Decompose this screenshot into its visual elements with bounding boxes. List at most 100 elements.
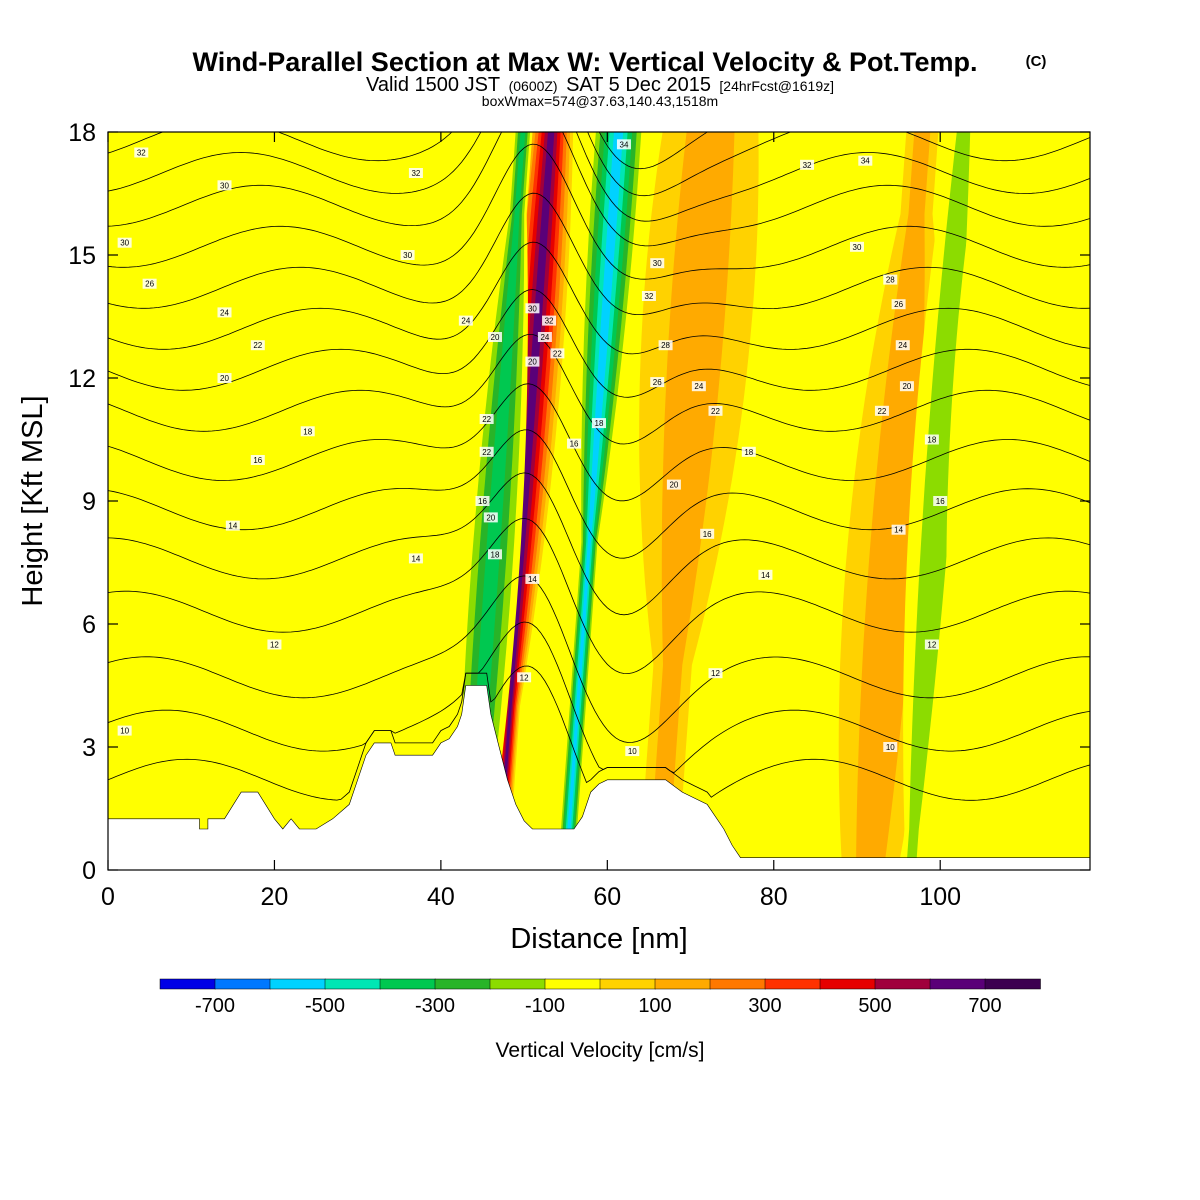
colorbar-swatch xyxy=(819,978,876,990)
svg-text:24: 24 xyxy=(461,317,470,326)
svg-text:12: 12 xyxy=(270,641,279,650)
colorbar: -700 -500 -300 -100 100 300 500 700 xyxy=(159,978,1041,1017)
theta-contour-label: 22 xyxy=(479,446,494,457)
y-tick-label: 3 xyxy=(82,734,96,762)
svg-text:18: 18 xyxy=(491,550,500,559)
theta-contour-label: 30 xyxy=(849,241,864,252)
colorbar-tick-label: 700 xyxy=(968,995,1001,1017)
x-tick-label: 100 xyxy=(919,883,961,911)
x-tick-label: 80 xyxy=(760,883,788,911)
chart-title: Wind-Parallel Section at Max W: Vertical… xyxy=(193,47,978,77)
theta-contour-30 xyxy=(108,143,1090,280)
theta-contour-label: 30 xyxy=(217,180,232,191)
svg-text:32: 32 xyxy=(411,169,420,178)
svg-text:28: 28 xyxy=(661,341,670,350)
theta-contour-label: 14 xyxy=(225,520,240,531)
theta-contour-label: 22 xyxy=(250,340,265,351)
svg-text:26: 26 xyxy=(653,378,662,387)
theta-contour-label: 32 xyxy=(542,315,557,326)
y-axis-label: Height [Kft MSL] xyxy=(17,395,49,606)
svg-text:18: 18 xyxy=(744,448,753,457)
theta-contour-label: 28 xyxy=(658,340,673,351)
w-shade-band xyxy=(942,132,1034,870)
theta-contour-label: 32 xyxy=(641,291,656,301)
theta-contour-label: 18 xyxy=(487,549,502,560)
theta-contour-label: 12 xyxy=(267,639,282,650)
theta-contour-label: 20 xyxy=(483,512,498,523)
theta-contour-label: 10 xyxy=(883,742,898,752)
svg-text:16: 16 xyxy=(703,530,712,539)
svg-text:10: 10 xyxy=(886,743,895,752)
theta-contour-label: 20 xyxy=(525,356,540,367)
colorbar-tick-label: 300 xyxy=(748,995,781,1017)
theta-contour-label: 20 xyxy=(899,381,914,392)
colorbar-tick-label: 100 xyxy=(638,995,671,1017)
valid-date: SAT 5 Dec 2015 xyxy=(566,74,711,96)
colorbar-tick-label: 500 xyxy=(858,995,891,1017)
theta-contour-label: 22 xyxy=(479,414,494,424)
theta-contour-label: 24 xyxy=(895,340,910,351)
theta-contour-label: 24 xyxy=(691,381,706,392)
svg-text:14: 14 xyxy=(528,575,537,584)
theta-contour-12 xyxy=(108,575,1090,743)
plot-area: 10 12 14 14 16 18 20 22 24 26 30 30 32 32 30 24 20 22 22 16… xyxy=(108,132,1090,870)
theta-contour-label: 30 xyxy=(650,258,665,269)
theta-contour-label: 16 xyxy=(933,496,948,506)
theta-contour-label: 12 xyxy=(517,672,532,683)
valid-time-utc: (0600Z) xyxy=(509,78,558,94)
theta-contour-label: 14 xyxy=(525,573,540,584)
svg-text:30: 30 xyxy=(528,304,537,313)
theta-contour-label: 14 xyxy=(758,569,773,580)
svg-text:30: 30 xyxy=(220,181,229,190)
y-tick-label: 9 xyxy=(82,488,96,516)
theta-contour-26 xyxy=(108,241,1090,355)
theta-contour-18 xyxy=(108,429,1090,559)
x-tick-label: 20 xyxy=(261,883,289,911)
colorbar-swatch xyxy=(599,978,656,990)
colorbar-swatch xyxy=(929,978,986,990)
x-tick-label: 60 xyxy=(593,883,621,911)
theta-contour-label: 20 xyxy=(217,373,232,383)
theta-contour-label: 18 xyxy=(300,426,315,437)
theta-contour-label: 32 xyxy=(408,168,423,178)
theta-contour-label: 34 xyxy=(616,139,631,150)
svg-text:12: 12 xyxy=(520,673,529,682)
svg-text:24: 24 xyxy=(694,382,703,391)
theta-contour-label: 18 xyxy=(592,418,606,429)
svg-text:20: 20 xyxy=(491,333,500,342)
svg-text:16: 16 xyxy=(936,497,945,506)
svg-text:28: 28 xyxy=(886,276,895,285)
svg-text:22: 22 xyxy=(482,448,491,457)
theta-contour-label: 12 xyxy=(924,639,939,650)
svg-text:22: 22 xyxy=(253,341,262,350)
colorbar-swatch xyxy=(709,978,766,990)
theta-contour-22 xyxy=(108,334,1090,445)
svg-text:32: 32 xyxy=(137,149,146,158)
valid-time-label: Valid 1500 JST xyxy=(366,74,500,96)
svg-text:22: 22 xyxy=(711,407,720,416)
colorbar-swatch xyxy=(379,978,436,990)
theta-contour-label: 26 xyxy=(650,377,665,388)
colorbar-swatch xyxy=(544,978,601,990)
svg-text:24: 24 xyxy=(220,308,229,317)
theta-contour-label: 18 xyxy=(924,434,939,445)
theta-contour-32 xyxy=(108,132,1090,247)
theta-contour-label: 10 xyxy=(625,746,640,757)
svg-text:26: 26 xyxy=(894,300,903,309)
svg-text:12: 12 xyxy=(927,641,936,650)
theta-contour-label: 32 xyxy=(134,147,149,158)
theta-contour-label: 30 xyxy=(525,303,540,314)
terrain-mask xyxy=(108,685,1090,870)
theta-contour-10 xyxy=(108,621,1090,774)
theta-contour-label: 28 xyxy=(883,274,898,285)
svg-text:24: 24 xyxy=(540,333,549,342)
colorbar-swatch xyxy=(489,978,546,990)
theta-contour-label: 10 xyxy=(117,725,132,736)
theta-contour-label: 34 xyxy=(858,155,873,166)
colorbar-swatch xyxy=(764,978,821,990)
theta-contour-label: 16 xyxy=(475,496,490,506)
svg-text:34: 34 xyxy=(861,157,870,166)
colorbar-swatch xyxy=(269,978,326,990)
theta-contour-label: 22 xyxy=(874,405,889,416)
w-shade-band xyxy=(856,132,931,870)
